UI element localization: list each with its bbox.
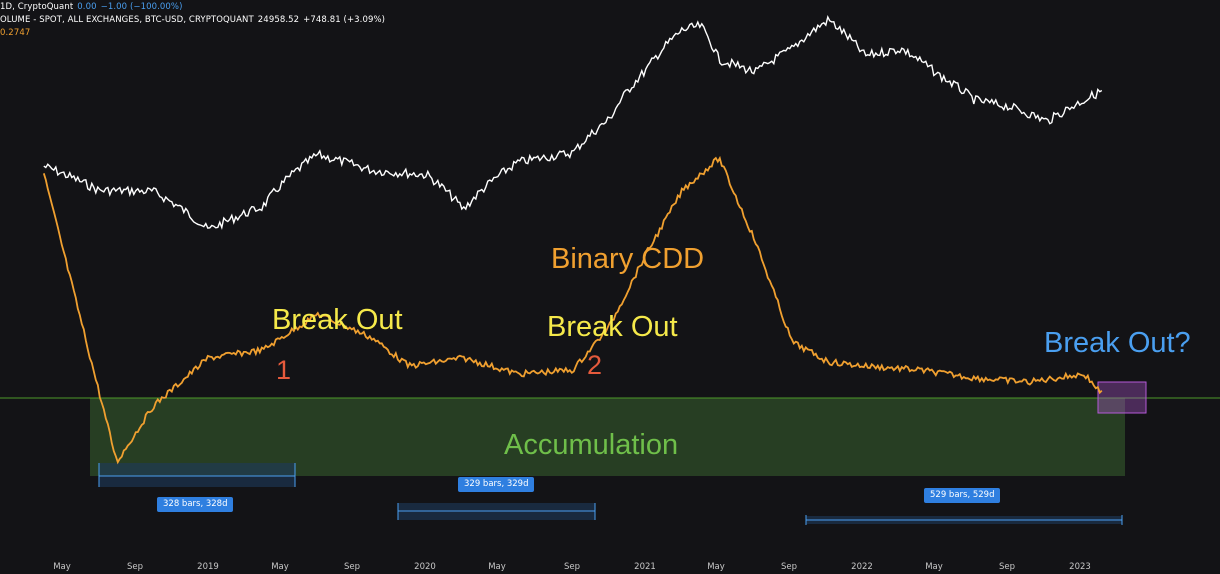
range-label-1: 328 bars, 328d	[157, 497, 234, 512]
x-tick-label: 2023	[1069, 562, 1091, 572]
legend-2-label: OLUME - SPOT, ALL EXCHANGES, BTC-USD, CR…	[0, 15, 254, 25]
break-out-1-label: Break Out	[272, 304, 403, 336]
break-out-2-label: Break Out	[547, 311, 678, 343]
accumulation-label: Accumulation	[504, 429, 679, 461]
x-tick-label: 2021	[634, 562, 656, 572]
x-tick-label: Sep	[344, 562, 360, 572]
legend-line-1: 1D, CryptoQuant 0.00 −1.00 (−100.00%)	[0, 2, 187, 12]
x-tick-label: 2020	[414, 562, 436, 572]
x-tick-label: Sep	[564, 562, 580, 572]
x-tick-label: Sep	[999, 562, 1015, 572]
range-label-2: 329 bars, 329d	[458, 477, 535, 492]
legend-1-value: 0.00	[77, 2, 97, 12]
breakout-box[interactable]	[1097, 381, 1147, 414]
legend-line-2: OLUME - SPOT, ALL EXCHANGES, BTC-USD, CR…	[0, 15, 389, 25]
marker-1-label: 1	[276, 355, 292, 385]
legend-3-value: 0.2747	[0, 28, 31, 38]
x-tick-label: May	[707, 562, 725, 572]
x-tick-label: 2019	[197, 562, 219, 572]
x-tick-label: May	[488, 562, 506, 572]
binary-cdd-label: Binary CDD	[551, 243, 705, 275]
range-measure-1[interactable]	[98, 463, 296, 487]
range-measure-3[interactable]	[805, 515, 1123, 525]
marker-2-label: 2	[587, 350, 603, 380]
legend-1-change: −1.00 (−100.00%)	[100, 2, 183, 12]
x-tick-label: 2022	[851, 562, 873, 572]
x-tick-label: Sep	[781, 562, 797, 572]
legend-line-3: 0.2747	[0, 28, 34, 38]
legend-2-value: 24958.52	[257, 15, 300, 25]
range-measure-2[interactable]	[397, 503, 596, 520]
legend-1-label: 1D, CryptoQuant	[0, 2, 74, 12]
range-label-3: 529 bars, 529d	[924, 488, 1001, 503]
x-tick-label: Sep	[127, 562, 143, 572]
cdd-series-line	[42, 155, 1103, 465]
x-tick-label: May	[271, 562, 289, 572]
legend-2-change: +748.81 (+3.09%)	[303, 15, 386, 25]
x-tick-label: May	[925, 562, 943, 572]
x-tick-label: May	[53, 562, 71, 572]
x-axis: May Sep 2019 May Sep 2020 May Sep 2021 May Sep 2022…	[53, 562, 1091, 572]
break-out-question-label: Break Out?	[1044, 327, 1191, 359]
price-series-line	[43, 15, 1103, 230]
